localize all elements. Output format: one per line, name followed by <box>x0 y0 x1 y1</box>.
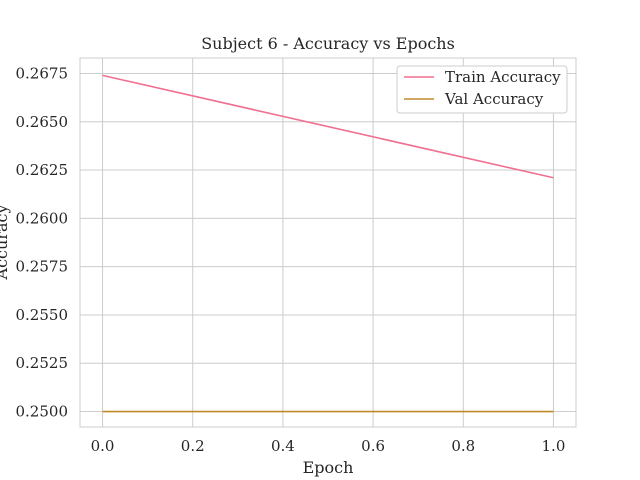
legend-entry: Val Accuracy <box>444 90 544 108</box>
chart-title: Subject 6 - Accuracy vs Epochs <box>201 34 455 53</box>
series-line-train-accuracy <box>102 74 554 179</box>
x-axis-ticks: 0.0 0.2 0.4 0.6 0.8 1.0 <box>91 437 566 455</box>
x-tick-label: 0.4 <box>271 437 295 455</box>
y-tick-label: 0.2675 <box>16 64 69 82</box>
legend-entry: Train Accuracy <box>445 68 561 86</box>
x-axis-label: Epoch <box>303 458 354 477</box>
y-tick-label: 0.2550 <box>16 306 69 324</box>
y-tick-label: 0.2575 <box>16 258 69 276</box>
y-tick-label: 0.2625 <box>16 161 69 179</box>
legend-box <box>396 65 568 114</box>
x-tick-label: 0.0 <box>91 437 115 455</box>
y-tick-label: 0.2500 <box>16 403 69 421</box>
y-tick-label: 0.2600 <box>16 209 69 227</box>
x-tick-label: 0.8 <box>451 437 475 455</box>
y-tick-label: 0.2525 <box>16 354 69 372</box>
y-axis-ticks: 0.2500 0.2525 0.2550 0.2575 0.2600 0.2625 0.26… <box>16 64 69 420</box>
plot-area <box>79 57 577 428</box>
y-tick-label: 0.2650 <box>16 113 69 131</box>
x-tick-label: 1.0 <box>542 437 566 455</box>
x-tick-label: 0.2 <box>181 437 205 455</box>
x-tick-label: 0.6 <box>361 437 385 455</box>
y-axis-label: Accuracy <box>0 205 11 281</box>
legend: Train Accuracy Val Accuracy <box>396 65 568 114</box>
series-lines <box>102 74 554 413</box>
